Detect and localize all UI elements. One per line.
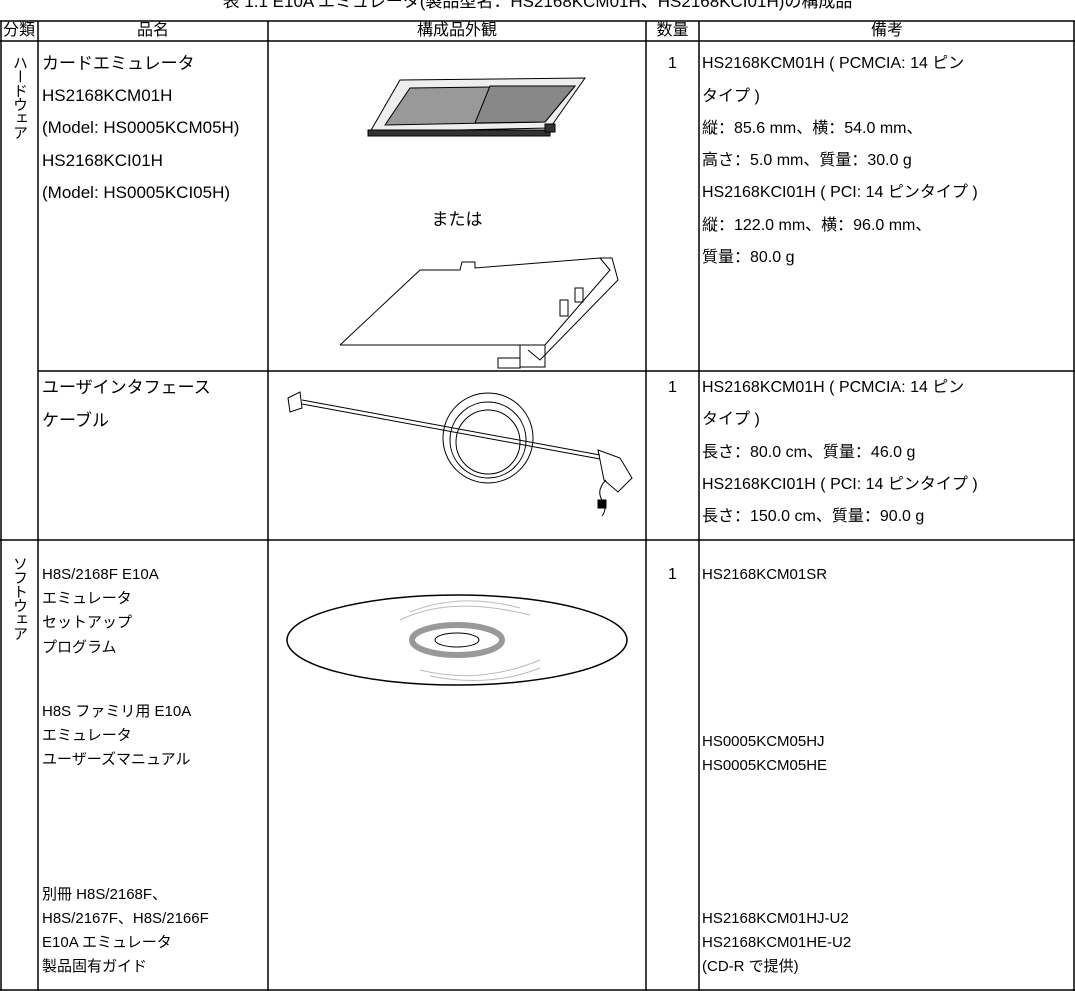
- cd-illustration: [286, 594, 628, 686]
- quantity: 1: [668, 379, 677, 396]
- remark: 長さ：80.0 cm、質量：46.0 g: [702, 444, 916, 461]
- remark: HS2168KCM01HE-U2: [702, 934, 852, 951]
- remark: タイプ ): [702, 411, 760, 428]
- remark: HS0005KCM05HE: [702, 757, 828, 774]
- remark: タイプ ): [702, 88, 760, 105]
- item-name: セットアップ: [42, 614, 133, 631]
- card-illustration: [367, 77, 586, 137]
- remark: 高さ：5.0 mm、質量：30.0 g: [702, 152, 912, 169]
- column-header: 備考: [870, 22, 903, 39]
- remark: HS2168KCM01H ( PCMCIA: 14 ピン: [702, 379, 965, 396]
- category: ハードウェア: [11, 55, 28, 139]
- item-name: 別冊 H8S/2168F、: [42, 886, 168, 903]
- category: ソフトウェア: [11, 556, 28, 640]
- cable-illustration: [287, 391, 633, 517]
- remark: 縦：85.6 mm、横：54.0 mm、: [702, 120, 923, 137]
- item-name: エミュレータ: [42, 727, 132, 744]
- item-name: E10A エミュレータ: [42, 934, 172, 951]
- remark: HS0005KCM05HJ: [702, 733, 825, 750]
- title: 表 1.1 E10A エミュレータ(製品型名：HS2168KCM01H、HS21…: [222, 0, 853, 11]
- remark: HS2168KCI01H ( PCI: 14 ピンタイプ ): [702, 476, 978, 493]
- item-name: H8S/2168F E10A: [42, 566, 159, 583]
- remark: HS2168KCM01SR: [702, 566, 828, 583]
- item-name: ユーザインタフェース: [42, 378, 211, 397]
- item-name: H8S/2167F、H8S/2166F: [42, 910, 209, 927]
- item-name: ユーザーズマニュアル: [42, 751, 191, 768]
- remark: (CD-R で提供): [702, 958, 799, 975]
- item-name: カードエミュレータ: [42, 54, 195, 73]
- column-header: 数量: [656, 22, 689, 39]
- item-name: H8S ファミリ用 E10A: [42, 703, 192, 720]
- item-name: HS2168KCI01H: [42, 151, 163, 170]
- remark: HS2168KCM01H ( PCMCIA: 14 ピン: [702, 55, 965, 72]
- remark: HS2168KCM01HJ-U2: [702, 910, 849, 927]
- remark: 質量：80.0 g: [702, 249, 795, 266]
- remark: 縦：122.0 mm、横：96.0 mm、: [702, 217, 932, 234]
- board-illustration: [339, 257, 619, 369]
- quantity: 1: [668, 566, 677, 583]
- item-name: ケーブル: [42, 411, 109, 430]
- quantity: 1: [668, 55, 677, 72]
- column-header: 分類: [2, 22, 35, 39]
- column-header: 構成品外観: [416, 22, 497, 39]
- remark: HS2168KCI01H ( PCI: 14 ピンタイプ ): [702, 184, 978, 201]
- item-name: プログラム: [42, 639, 117, 656]
- item-name: (Model: HS0005KCM05H): [42, 118, 240, 137]
- item-name: (Model: HS0005KCI05H): [42, 183, 231, 202]
- item-name: HS2168KCM01H: [42, 86, 173, 105]
- item-name: 製品固有ガイド: [42, 958, 148, 975]
- remark: 長さ：150.0 cm、質量：90.0 g: [702, 508, 925, 525]
- column-header: 品名: [136, 22, 169, 39]
- item-name: エミュレータ: [42, 590, 132, 607]
- appearance-note: または: [431, 210, 483, 229]
